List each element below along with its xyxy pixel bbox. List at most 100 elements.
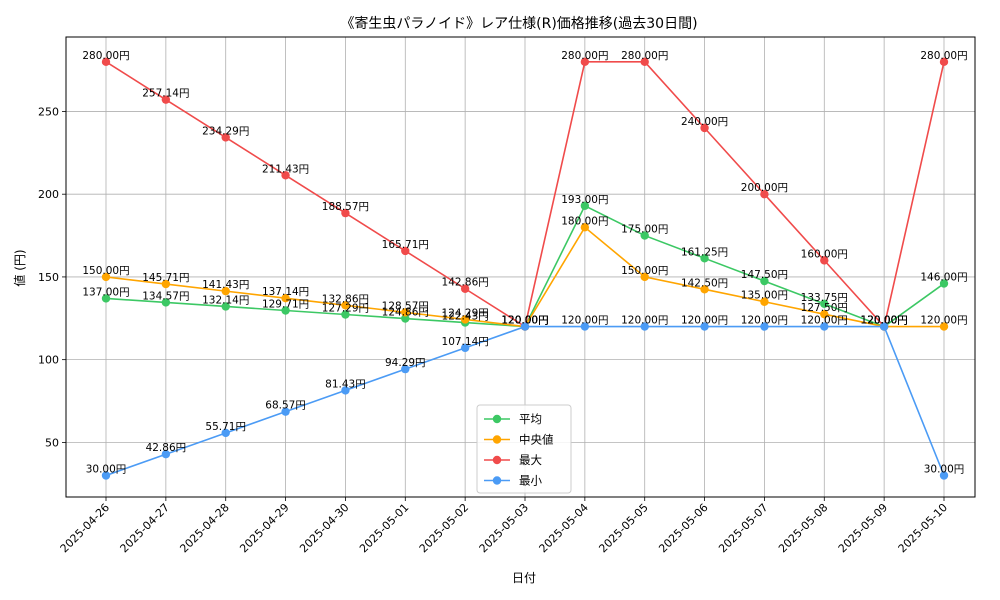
y-tick-label: 150: [38, 271, 59, 284]
x-tick-label: 2025-05-05: [596, 501, 650, 555]
data-label: 142.86円: [442, 277, 489, 289]
x-tick-label: 2025-05-07: [716, 501, 770, 555]
data-point: [879, 322, 889, 331]
data-point: [281, 306, 290, 315]
x-tick-label: 2025-04-29: [237, 501, 291, 555]
data-point: [640, 322, 649, 331]
series-layer: [101, 57, 949, 480]
data-label: 68.57円: [265, 400, 306, 412]
x-tick-label: 2025-04-26: [58, 501, 112, 555]
data-point: [820, 322, 829, 331]
data-label: 128.57円: [382, 300, 429, 312]
data-point: [820, 256, 829, 265]
data-point: [760, 322, 769, 331]
data-point: [939, 57, 949, 67]
legend-label: 中央値: [519, 433, 554, 447]
data-label: 137.14円: [262, 286, 309, 298]
data-label: 132.14円: [202, 294, 249, 306]
data-label: 120.00円: [861, 315, 908, 327]
data-label: 127.50円: [801, 302, 848, 314]
y-tick-label: 100: [38, 354, 59, 367]
data-label: 120.00円: [861, 315, 908, 327]
x-tick-label: 2025-05-03: [477, 501, 531, 555]
data-label: 120.00円: [861, 315, 908, 327]
data-label: 55.71円: [205, 421, 246, 433]
data-point: [281, 407, 290, 416]
legend-label: 平均: [519, 412, 542, 426]
x-tick-label: 2025-05-04: [537, 501, 591, 555]
legend-marker: [492, 455, 502, 465]
data-label: 147.50円: [741, 269, 788, 281]
data-label: 240.00円: [681, 116, 728, 128]
data-point: [760, 276, 769, 286]
legend-marker: [492, 414, 502, 424]
data-label: 120.00円: [621, 315, 668, 327]
data-point: [700, 322, 709, 331]
data-point: [939, 471, 949, 480]
data-label: 200.00円: [741, 182, 788, 194]
data-label: 141.43円: [202, 279, 249, 291]
x-tick-label: 2025-05-01: [357, 501, 411, 555]
data-label: 211.43円: [262, 163, 309, 175]
data-point: [760, 189, 769, 199]
data-label: 124.29円: [442, 307, 489, 319]
data-point: [580, 57, 590, 67]
data-label: 145.71円: [142, 272, 189, 284]
data-point: [401, 314, 410, 323]
data-label: 193.00円: [561, 194, 608, 206]
data-point: [401, 364, 410, 374]
data-point: [341, 208, 350, 218]
data-label: 120.00円: [681, 315, 728, 327]
data-label: 122.43円: [442, 311, 489, 323]
data-label: 120.00円: [861, 315, 908, 327]
data-point: [760, 297, 769, 306]
data-label: 137.00円: [82, 286, 129, 298]
data-point: [939, 279, 949, 288]
data-label: 188.57円: [322, 201, 369, 213]
data-label: 257.14円: [142, 88, 189, 100]
data-label: 134.57円: [142, 290, 189, 302]
data-point: [520, 322, 530, 331]
x-tick-label: 2025-04-27: [118, 501, 172, 555]
data-label: 280.00円: [561, 50, 608, 62]
data-label: 165.71円: [382, 239, 429, 251]
data-point: [341, 386, 350, 395]
data-label: 129.71円: [262, 299, 309, 311]
legend-marker: [492, 435, 502, 444]
legend-marker: [492, 476, 502, 485]
data-label: 120.00円: [801, 315, 848, 327]
data-point: [460, 315, 470, 324]
data-point: [161, 298, 171, 307]
x-tick-label: 2025-05-02: [417, 501, 471, 555]
data-point: [221, 286, 230, 296]
x-tick-label: 2025-05-06: [656, 501, 710, 555]
data-point: [221, 133, 230, 142]
data-point: [640, 231, 649, 240]
data-label: 160.00円: [801, 248, 848, 260]
data-label: 280.00円: [621, 50, 668, 62]
data-labels: 137.00円 134.57円 132.14円 129.71円 127.29円 124.8…: [82, 50, 967, 476]
data-label: 132.86円: [322, 293, 369, 305]
data-label: 120.00円: [920, 315, 967, 327]
data-point: [939, 322, 949, 331]
data-point: [401, 246, 410, 256]
data-label: 30.00円: [924, 463, 965, 475]
data-label: 120.00円: [501, 315, 548, 327]
data-label: 280.00円: [920, 50, 967, 62]
data-label: 133.75円: [801, 292, 848, 304]
data-point: [341, 301, 350, 310]
data-point: [101, 272, 111, 282]
data-point: [101, 471, 111, 480]
x-tick-label: 2025-05-10: [896, 501, 950, 555]
data-point: [161, 95, 171, 104]
data-point: [401, 308, 410, 317]
data-point: [820, 309, 829, 319]
data-point: [820, 299, 829, 309]
data-label: 81.43円: [325, 378, 366, 390]
data-label: 42.86円: [146, 442, 187, 454]
data-label: 94.29円: [385, 357, 426, 369]
data-label: 120.00円: [501, 315, 548, 327]
data-label: 120.00円: [741, 315, 788, 327]
